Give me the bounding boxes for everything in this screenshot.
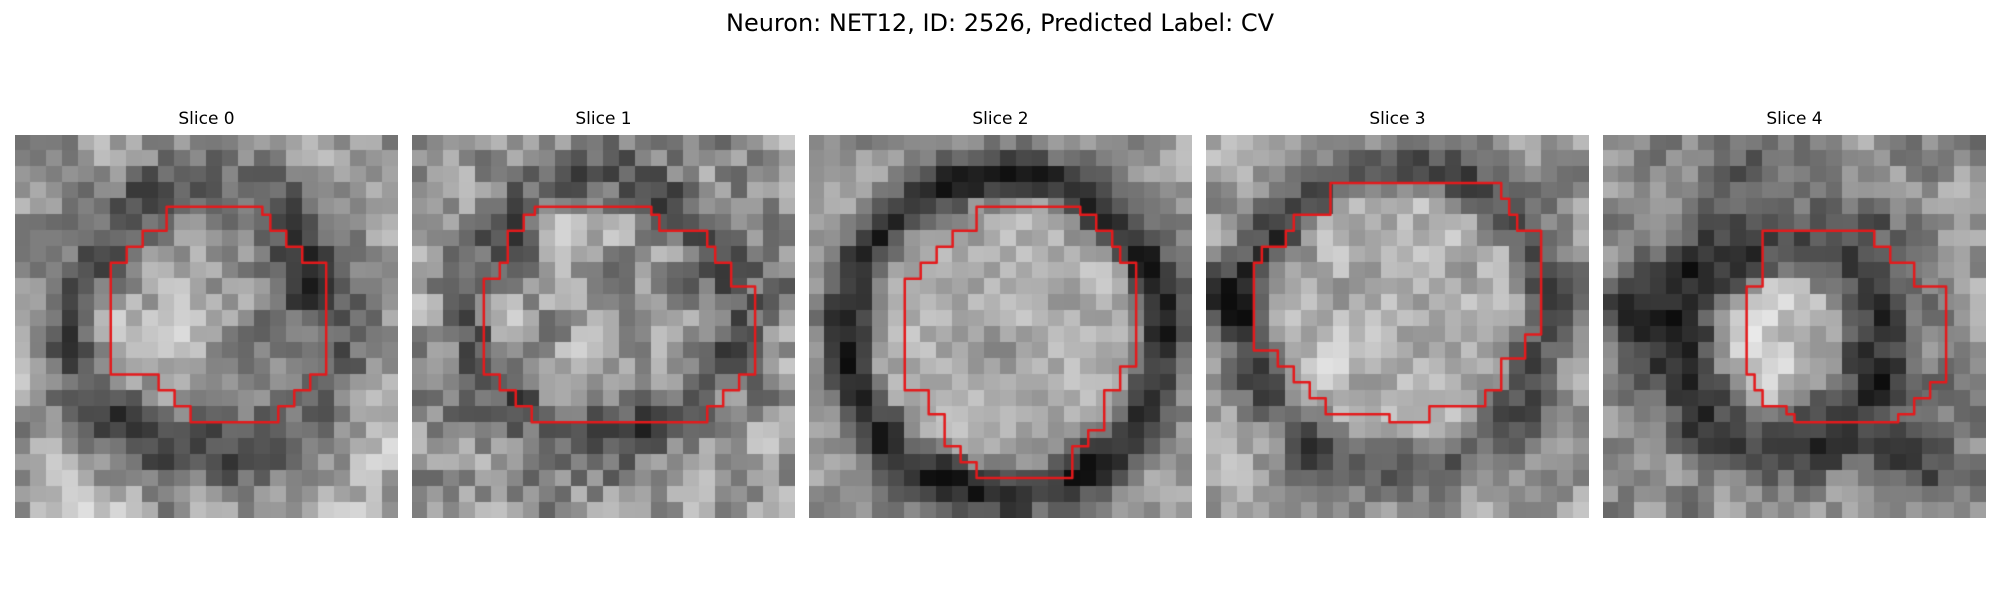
slice-panel-3: Slice 3 <box>1206 108 1589 518</box>
slice-title-3: Slice 3 <box>1369 109 1426 129</box>
slice-title-1: Slice 1 <box>575 109 632 129</box>
slice-image-0 <box>15 135 398 518</box>
slice-image-1 <box>412 135 795 518</box>
slice-panel-1: Slice 1 <box>412 108 795 518</box>
slice-panel-0: Slice 0 <box>15 108 398 518</box>
slice-title-2: Slice 2 <box>972 109 1029 129</box>
slice-panel-4: Slice 4 <box>1603 108 1986 518</box>
slice-title-0: Slice 0 <box>178 109 235 129</box>
slice-panel-2: Slice 2 <box>809 108 1192 518</box>
slice-image-2 <box>809 135 1192 518</box>
slice-image-3 <box>1206 135 1589 518</box>
figure-title: Neuron: NET12, ID: 2526, Predicted Label… <box>726 9 1274 37</box>
slice-title-4: Slice 4 <box>1766 109 1823 129</box>
slice-image-4 <box>1603 135 1986 518</box>
